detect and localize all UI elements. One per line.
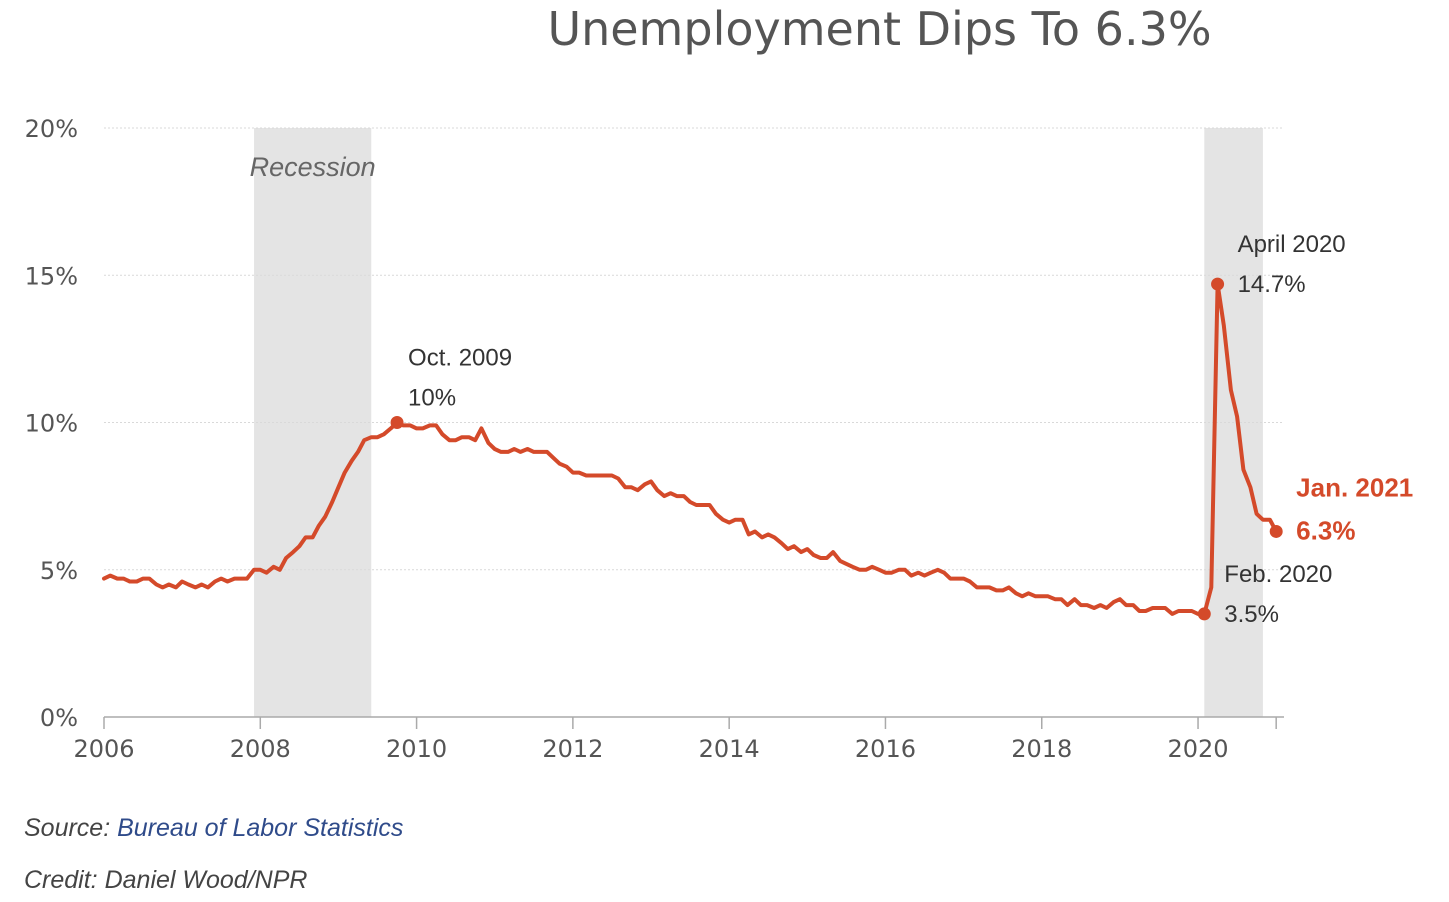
x-tick-label: 2020 <box>1168 735 1229 763</box>
source-note: Source: Bureau of Labor Statistics <box>24 814 403 843</box>
annotation-marker <box>1211 277 1225 291</box>
x-tick-label: 2010 <box>386 735 447 763</box>
annotation-label: Feb. 2020 <box>1224 561 1332 588</box>
annotations: Oct. 2009 10% April 2020 14.7% Feb. 2020 3.5%… <box>390 231 1413 628</box>
y-tick-label: 0% <box>40 704 78 732</box>
annotation-value: 14.7% <box>1238 271 1306 298</box>
x-tick-label: 2008 <box>230 735 291 763</box>
annotation-label: Oct. 2009 <box>408 345 512 372</box>
y-tick-label: 20% <box>25 115 78 143</box>
recession-label: Recession <box>250 152 376 182</box>
source-link[interactable]: Bureau of Labor Statistics <box>117 814 404 842</box>
credit-note: Credit: Daniel Wood/NPR <box>24 866 308 894</box>
x-tick-label: 2006 <box>73 735 134 763</box>
annotation-marker <box>390 416 404 429</box>
annotation-marker <box>1269 524 1283 538</box>
annotation-value: 6.3% <box>1296 515 1355 545</box>
annotation-label: Jan. 2021 <box>1296 472 1413 502</box>
annotation-label: April 2020 <box>1238 231 1346 258</box>
annotation-value: 3.5% <box>1224 601 1279 628</box>
x-tick-label: 2014 <box>699 735 760 763</box>
gridlines <box>104 127 1284 571</box>
source-prefix: Source: <box>24 814 118 842</box>
y-tick-label: 15% <box>25 262 78 290</box>
y-tick-label: 5% <box>40 557 78 585</box>
x-tick-label: 2018 <box>1011 735 1072 763</box>
chart-title: Unemployment Dips To 6.3% <box>547 2 1212 56</box>
annotation-value: 10% <box>408 385 456 412</box>
x-axis-tick-labels: 2006 2008 2010 2012 2014 2016 2018 2020 <box>73 735 1228 763</box>
y-tick-label: 10% <box>25 410 78 438</box>
series-line-0 <box>102 282 1279 616</box>
x-tick-label: 2016 <box>855 735 916 763</box>
unemployment-series <box>102 282 1279 616</box>
annotation-marker <box>1197 607 1211 621</box>
x-axis <box>103 716 1284 729</box>
y-axis-tick-labels: 0% 5% 10% 15% 20% <box>25 115 78 732</box>
x-tick-label: 2012 <box>542 735 603 763</box>
